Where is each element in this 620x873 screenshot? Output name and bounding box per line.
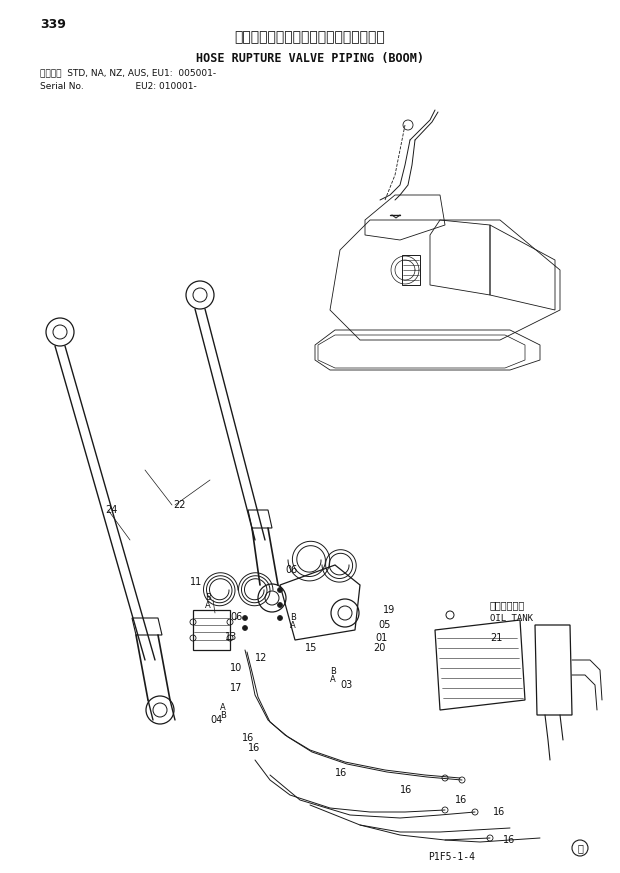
Text: 12: 12 bbox=[255, 653, 267, 663]
Text: 04: 04 bbox=[210, 715, 222, 725]
Text: 16: 16 bbox=[248, 743, 260, 753]
Text: 19: 19 bbox=[383, 605, 396, 615]
Text: 16: 16 bbox=[242, 733, 254, 743]
Text: B: B bbox=[330, 668, 336, 677]
Circle shape bbox=[278, 602, 283, 608]
Text: 適用号機  STD, NA, NZ, AUS, EU1:  005001-: 適用号機 STD, NA, NZ, AUS, EU1: 005001- bbox=[40, 68, 216, 77]
Text: ホースラプチャーバルブ配管（ブーム）: ホースラプチャーバルブ配管（ブーム） bbox=[234, 30, 386, 44]
Text: 01: 01 bbox=[375, 633, 388, 643]
Text: A: A bbox=[290, 622, 296, 630]
Text: B: B bbox=[290, 614, 296, 622]
Text: 11: 11 bbox=[190, 577, 202, 587]
Text: 06: 06 bbox=[230, 612, 242, 622]
Text: 03: 03 bbox=[340, 680, 352, 690]
Text: Serial No.                  EU2: 010001-: Serial No. EU2: 010001- bbox=[40, 82, 197, 91]
Text: 16: 16 bbox=[335, 768, 347, 778]
Text: Ⓡ: Ⓡ bbox=[577, 843, 583, 853]
Text: 22: 22 bbox=[173, 500, 185, 510]
Text: 13: 13 bbox=[225, 632, 237, 642]
Text: B: B bbox=[205, 594, 211, 602]
Circle shape bbox=[278, 615, 283, 621]
Circle shape bbox=[242, 625, 247, 630]
Circle shape bbox=[242, 615, 247, 621]
Text: 339: 339 bbox=[40, 18, 66, 31]
Text: 24: 24 bbox=[105, 505, 117, 515]
Text: A: A bbox=[220, 704, 226, 712]
Text: 16: 16 bbox=[493, 807, 505, 817]
Text: 20: 20 bbox=[373, 643, 386, 653]
Text: 06: 06 bbox=[285, 565, 297, 575]
Text: P1F5-1-4: P1F5-1-4 bbox=[428, 852, 476, 862]
Text: 15: 15 bbox=[305, 643, 317, 653]
Text: A: A bbox=[205, 601, 211, 610]
Text: OIL TANK: OIL TANK bbox=[490, 614, 533, 623]
Text: 10: 10 bbox=[230, 663, 242, 673]
Text: 05: 05 bbox=[378, 620, 391, 630]
Text: B: B bbox=[220, 711, 226, 719]
Text: 17: 17 bbox=[230, 683, 242, 693]
Text: 21: 21 bbox=[490, 633, 502, 643]
Text: A: A bbox=[330, 675, 336, 684]
Text: HOSE RUPTURE VALVE PIPING (BOOM): HOSE RUPTURE VALVE PIPING (BOOM) bbox=[196, 52, 424, 65]
Text: 16: 16 bbox=[503, 835, 515, 845]
Text: 16: 16 bbox=[455, 795, 467, 805]
Text: オイルタンク: オイルタンク bbox=[490, 600, 525, 610]
Circle shape bbox=[278, 588, 283, 593]
Text: 16: 16 bbox=[400, 785, 412, 795]
